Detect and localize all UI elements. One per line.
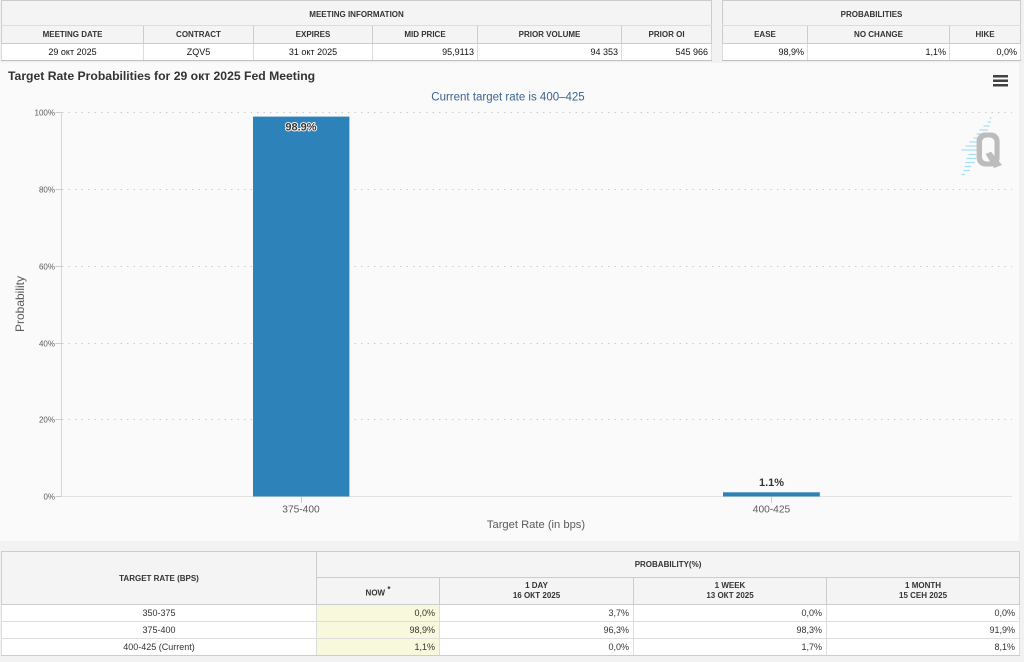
svg-text:Probability: Probability bbox=[13, 276, 27, 332]
svg-text:400-425: 400-425 bbox=[753, 505, 791, 516]
svg-text:80%: 80% bbox=[39, 186, 55, 195]
svg-text:98.9%: 98.9% bbox=[285, 122, 316, 134]
svg-text:40%: 40% bbox=[39, 340, 55, 349]
svg-text:0%: 0% bbox=[43, 493, 55, 502]
svg-text:60%: 60% bbox=[39, 263, 55, 272]
svg-text:Target Rate Probabilities for: Target Rate Probabilities for 29 окт 202… bbox=[8, 69, 315, 83]
svg-text:Target Rate (in bps): Target Rate (in bps) bbox=[487, 519, 586, 531]
svg-text:Current target rate is 400–425: Current target rate is 400–425 bbox=[431, 92, 584, 104]
svg-text:100%: 100% bbox=[35, 109, 55, 118]
svg-text:1.1%: 1.1% bbox=[759, 477, 784, 489]
svg-text:20%: 20% bbox=[39, 416, 55, 425]
svg-text:375-400: 375-400 bbox=[282, 505, 320, 516]
